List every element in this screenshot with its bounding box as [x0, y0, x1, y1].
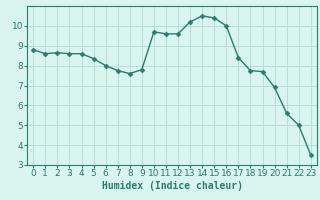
- X-axis label: Humidex (Indice chaleur): Humidex (Indice chaleur): [101, 181, 243, 191]
